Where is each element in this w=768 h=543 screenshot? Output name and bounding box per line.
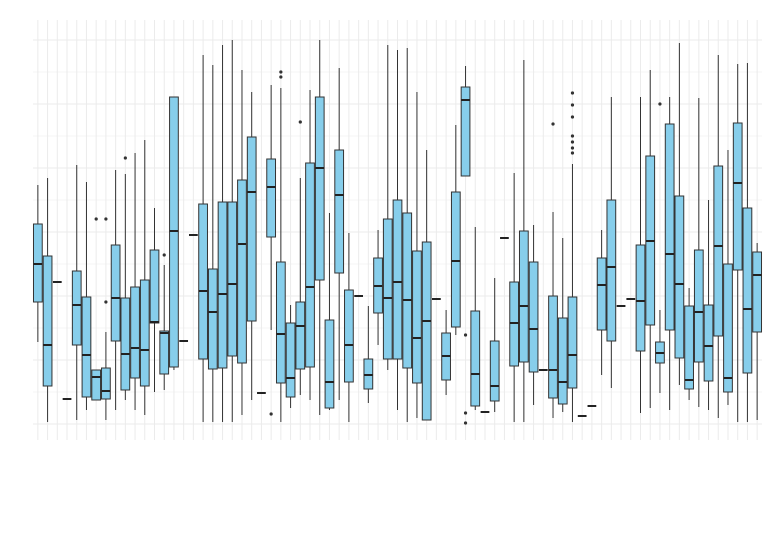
box <box>305 162 315 368</box>
outlier <box>570 115 575 119</box>
outlier <box>658 102 662 106</box>
box <box>742 207 753 374</box>
box <box>217 201 228 369</box>
box <box>266 158 277 238</box>
outlier <box>463 421 468 425</box>
outlier <box>551 122 555 126</box>
box <box>101 367 111 400</box>
box <box>139 279 150 387</box>
box <box>674 195 685 359</box>
box <box>548 295 558 399</box>
outlier <box>570 103 575 107</box>
outlier <box>570 140 575 144</box>
box <box>130 286 140 379</box>
box <box>207 268 218 370</box>
box <box>557 317 568 405</box>
box <box>567 296 578 389</box>
outlier <box>162 253 166 257</box>
box <box>703 304 714 382</box>
outlier <box>298 120 302 124</box>
box <box>237 179 247 364</box>
box <box>285 322 296 398</box>
box <box>606 199 617 342</box>
outlier <box>104 300 108 304</box>
box <box>42 255 53 387</box>
box <box>334 149 345 274</box>
box <box>713 165 724 337</box>
box <box>81 296 92 398</box>
box <box>382 218 393 360</box>
box <box>314 96 325 281</box>
box <box>635 244 646 352</box>
box <box>664 123 675 331</box>
box <box>149 249 160 324</box>
box <box>460 86 471 177</box>
box <box>693 249 704 363</box>
box <box>732 122 743 271</box>
box <box>110 244 121 342</box>
outlier <box>463 333 468 337</box>
box <box>412 250 422 384</box>
box <box>596 257 607 331</box>
outlier <box>94 217 98 221</box>
outlier <box>104 217 108 221</box>
box <box>159 330 170 375</box>
box <box>91 369 102 401</box>
box <box>71 270 82 346</box>
box <box>528 261 539 373</box>
box <box>421 241 432 421</box>
box <box>295 301 306 370</box>
outlier <box>123 156 127 160</box>
box <box>392 199 403 360</box>
outlier <box>570 146 575 150</box>
outlier <box>279 75 283 79</box>
box <box>470 310 481 407</box>
box <box>450 191 461 328</box>
box <box>198 203 208 360</box>
box <box>120 297 131 391</box>
box <box>344 289 354 383</box>
box <box>227 201 238 357</box>
box <box>489 340 500 402</box>
box <box>275 261 286 384</box>
box <box>324 319 335 409</box>
outlier <box>463 411 468 415</box>
outlier <box>570 151 575 155</box>
box <box>518 230 529 363</box>
box <box>723 263 733 393</box>
outlier <box>279 70 283 74</box>
outlier <box>570 91 575 95</box>
box <box>246 136 257 322</box>
box <box>684 305 694 390</box>
box <box>752 251 763 333</box>
box <box>402 212 413 369</box>
outlier <box>570 134 575 138</box>
outlier <box>269 412 273 416</box>
